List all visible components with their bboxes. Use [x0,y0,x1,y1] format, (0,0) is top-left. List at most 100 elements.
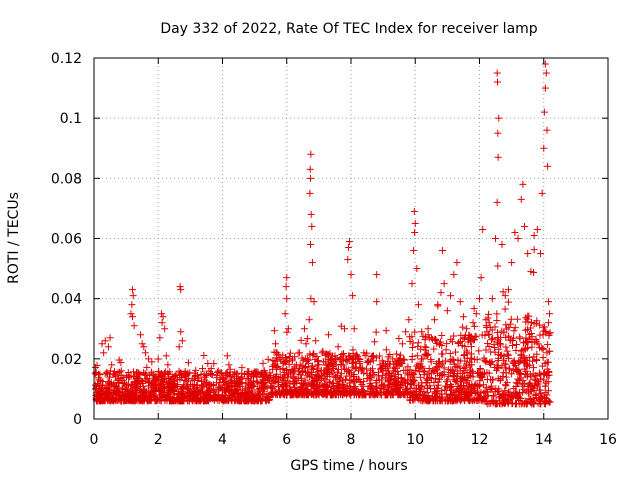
data-point [345,238,353,246]
x-tick-label: 6 [282,432,291,448]
data-point [425,334,433,342]
data-point [418,328,426,336]
data-point [128,301,136,309]
data-point [164,361,172,369]
data-point [541,60,549,68]
data-point [482,357,490,365]
data-point [499,288,507,296]
data-point [494,129,502,137]
data-point [158,319,166,327]
data-point [537,250,545,258]
data-point [492,235,500,242]
data-point [293,379,301,387]
data-point [283,295,291,303]
data-point [323,365,331,373]
data-point [488,336,496,344]
data-point [154,355,162,363]
data-point [308,259,316,267]
data-point [176,283,184,291]
data-point [310,298,318,306]
data-point [540,144,548,152]
x-tick-label: 10 [406,432,424,448]
data-point [408,280,416,288]
data-point [143,363,151,371]
y-axis-label: ROTI / TECUs [6,192,22,284]
data-point [334,343,342,351]
data-point [424,376,432,384]
data-point [410,207,418,215]
data-point [161,325,169,333]
data-point [302,340,310,348]
data-point [437,289,445,297]
data-point [344,256,352,264]
data-point [495,114,503,122]
data-point [101,337,109,345]
data-point [494,153,502,161]
data-point [501,292,509,300]
data-point [439,247,447,255]
data-point [104,343,112,351]
data-point [440,280,448,288]
data-point [545,319,553,327]
data-point [308,222,316,230]
grid-lines [94,58,608,419]
y-tick-label: 0.12 [51,51,82,67]
data-point [93,380,101,388]
data-point [382,346,390,354]
data-point [372,354,380,362]
data-point [447,292,455,300]
data-point [524,250,532,258]
y-tick-label: 0 [73,412,82,428]
data-point [517,195,525,203]
data-point [493,198,501,206]
data-point [141,349,149,357]
data-point [413,352,421,360]
data-point [508,370,516,378]
y-tick-label: 0.06 [51,232,82,248]
x-tick-label: 16 [599,432,617,448]
data-point [546,310,554,318]
data-point [129,292,137,300]
data-point [402,328,410,336]
data-point [325,331,333,339]
data-point [410,247,418,255]
data-point [530,231,538,239]
data-point [285,360,293,368]
y-tick-label: 0.02 [51,352,82,368]
data-point [130,322,138,330]
data-point [411,228,419,236]
data-point [350,325,358,333]
data-point [225,361,233,369]
data-point [511,228,519,236]
x-tick-label: 4 [218,432,227,448]
data-point [344,244,352,252]
data-point [508,259,516,267]
x-tick-label: 8 [347,432,356,448]
data-point [307,174,315,182]
data-point [306,165,314,173]
data-point [156,334,164,342]
data-point [509,366,517,374]
data-point [493,78,501,86]
data-point [457,375,465,383]
data-point [307,210,315,218]
data-point [129,286,137,294]
data-point [421,343,429,351]
data-point [520,222,528,230]
data-point [106,334,114,342]
data-point [450,360,458,368]
data-point [504,286,512,294]
data-point [545,298,553,306]
data-point [538,189,546,197]
data-point [141,370,149,378]
data-point [456,298,464,306]
data-point [443,307,451,315]
data-point [519,180,527,188]
data-point [411,219,419,227]
data-point [543,126,551,134]
data-point [542,69,550,77]
data-point [398,340,406,348]
data-point [159,313,167,321]
data-point [347,271,355,279]
